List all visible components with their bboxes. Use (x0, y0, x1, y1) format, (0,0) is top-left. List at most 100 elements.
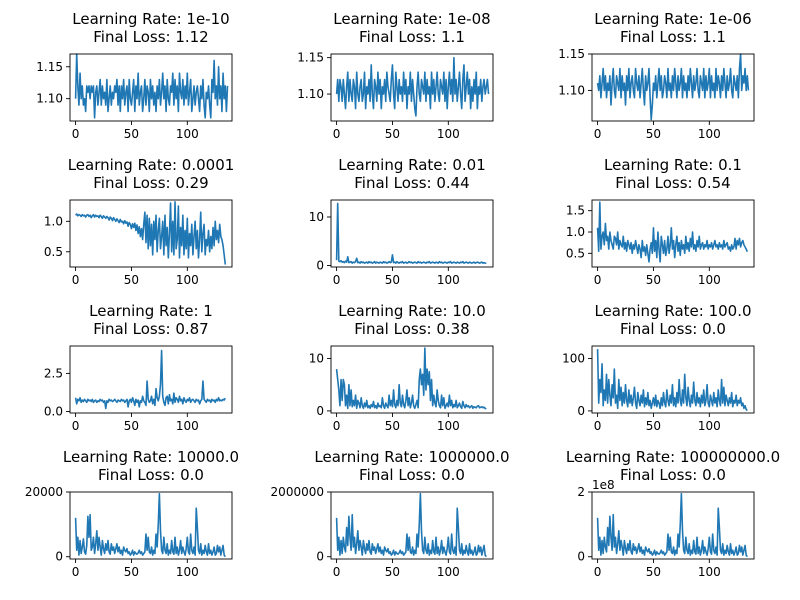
x-tick-label: 0 (333, 273, 341, 287)
loss-series-line (335, 56, 490, 117)
x-tick-label: 0 (594, 273, 602, 287)
axes-frame (591, 53, 755, 122)
x-tick-label: 0 (594, 565, 602, 579)
x-tick-label: 100 (176, 565, 199, 579)
x-tick-label: 100 (437, 565, 460, 579)
x-tick-label: 100 (698, 419, 721, 433)
x-tick-label: 50 (385, 419, 400, 433)
x-tick-label: 50 (385, 127, 400, 141)
x-tick-label: 100 (437, 419, 460, 433)
y-tick-label: 0 (55, 550, 63, 564)
subplot-title-line-1: Learning Rate: 1e-10 (72, 10, 229, 28)
subplot-title-line-1: Learning Rate: 10000.0 (63, 448, 239, 466)
subplot-title-line-1: Learning Rate: 0.1 (604, 156, 742, 174)
y-tick-label: 10 (309, 210, 324, 224)
loss-series-line (596, 349, 748, 412)
loss-series-line (596, 53, 750, 121)
x-tick-label: 0 (594, 127, 602, 141)
subplot-title-line-2: Final Loss: 0.38 (354, 320, 469, 338)
x-tick-label: 0 (72, 127, 80, 141)
axes-frame (591, 345, 755, 414)
subplot-title-line-2: Final Loss: 1.1 (620, 28, 726, 46)
y-tick-label: 1.10 (558, 83, 585, 97)
subplot-title-line-2: Final Loss: 0.0 (359, 466, 465, 484)
axes-frame (591, 491, 755, 560)
subplot-title-line-1: Learning Rate: 100.0 (594, 302, 751, 320)
loss-series-line (74, 201, 227, 265)
subplot-title-line-2: Final Loss: 0.44 (354, 174, 469, 192)
y-tick-label: 1.10 (297, 87, 324, 101)
y-tick-label: 1.15 (558, 47, 585, 61)
x-tick-label: 50 (646, 127, 661, 141)
x-tick-label: 100 (176, 127, 199, 141)
axes-frame (330, 199, 494, 268)
axes-frame (330, 53, 494, 122)
subplot-title-line-1: Learning Rate: 10.0 (338, 302, 486, 320)
y-tick-label: 1.5 (566, 204, 585, 218)
y-offset-label: 1e8 (592, 478, 615, 492)
axes-frame (69, 345, 233, 414)
subplot-title-line-1: Learning Rate: 0.01 (338, 156, 486, 174)
subplot-title-line-1: Learning Rate: 1e-06 (594, 10, 751, 28)
subplot-title-line-2: Final Loss: 1.1 (359, 28, 465, 46)
x-tick-label: 100 (437, 127, 460, 141)
y-tick-label: 2.5 (44, 366, 63, 380)
axes-frame (69, 199, 233, 268)
x-tick-label: 50 (124, 127, 139, 141)
y-tick-label: 0.5 (44, 245, 63, 259)
x-tick-label: 100 (698, 565, 721, 579)
x-tick-label: 50 (646, 273, 661, 287)
y-tick-label: 0.5 (566, 246, 585, 260)
x-tick-label: 100 (698, 273, 721, 287)
subplot-title-line-2: Final Loss: 1.12 (93, 28, 208, 46)
axes-frame (330, 491, 494, 560)
y-tick-label: 1.15 (36, 60, 63, 74)
y-tick-label: 2000000 (271, 485, 324, 499)
y-tick-label: 0 (316, 404, 324, 418)
subplot-title-line-1: Learning Rate: 100000000.0 (566, 448, 780, 466)
x-tick-label: 0 (594, 419, 602, 433)
subplot-title-line-2: Final Loss: 0.54 (615, 174, 730, 192)
x-tick-label: 100 (698, 127, 721, 141)
subplot-title-line-2: Final Loss: 0.0 (98, 466, 204, 484)
x-tick-label: 50 (124, 565, 139, 579)
loss-series-line (74, 492, 226, 558)
x-tick-label: 50 (646, 419, 661, 433)
x-tick-label: 100 (437, 273, 460, 287)
y-tick-label: 0 (316, 259, 324, 273)
loss-series-line (74, 349, 226, 410)
x-tick-label: 100 (176, 419, 199, 433)
x-tick-label: 50 (646, 565, 661, 579)
subplot-title-line-2: Final Loss: 0.0 (620, 466, 726, 484)
subplot-title-line-1: Learning Rate: 0.0001 (68, 156, 235, 174)
loss-series-line (74, 53, 229, 119)
subplot-title-line-2: Final Loss: 0.87 (93, 320, 208, 338)
y-tick-label: 100 (562, 352, 585, 366)
x-tick-label: 0 (72, 273, 80, 287)
y-tick-label: 0 (577, 550, 585, 564)
x-tick-label: 50 (124, 273, 139, 287)
y-tick-label: 0 (316, 550, 324, 564)
loss-series-line (596, 492, 748, 558)
loss-series-line (335, 492, 487, 558)
y-tick-label: 1.0 (44, 214, 63, 228)
y-tick-label: 1.15 (297, 51, 324, 65)
loss-series-line (335, 202, 487, 265)
x-tick-label: 0 (333, 127, 341, 141)
subplot-title-line-1: Learning Rate: 1 (89, 302, 213, 320)
x-tick-label: 0 (72, 419, 80, 433)
y-tick-label: 0.0 (44, 404, 63, 418)
x-tick-label: 50 (385, 565, 400, 579)
